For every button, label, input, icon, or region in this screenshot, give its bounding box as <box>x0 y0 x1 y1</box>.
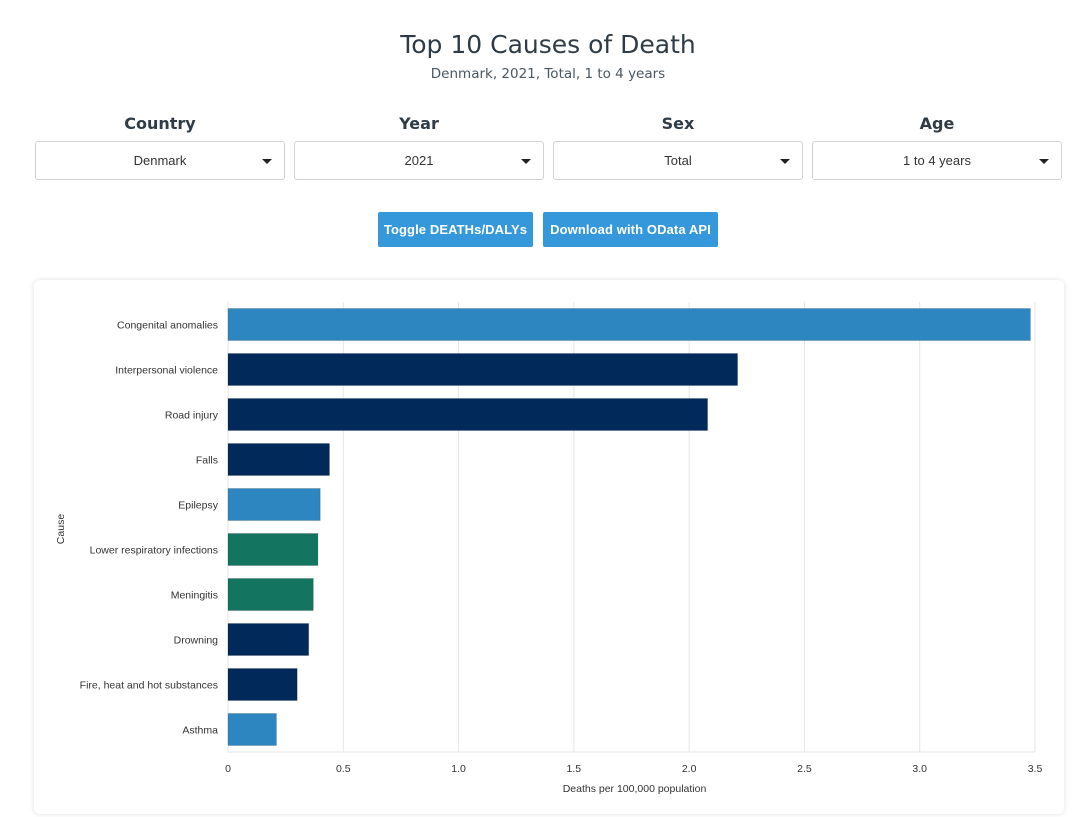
chevron-down-icon <box>521 159 531 164</box>
category-label: Meningitis <box>171 590 218 602</box>
bar-congenital-anomalies <box>227 308 1031 341</box>
year-filter-label: Year <box>399 114 439 133</box>
bar-falls <box>227 443 330 476</box>
x-tick-label: 0.5 <box>336 763 351 775</box>
chevron-down-icon <box>780 159 790 164</box>
sex-filter: Sex Total <box>553 114 803 180</box>
x-tick-label: 1.0 <box>451 763 466 775</box>
x-tick-label: 1.5 <box>567 763 582 775</box>
bar-road-injury <box>227 398 709 431</box>
category-label: Drowning <box>174 635 219 647</box>
page-subtitle: Denmark, 2021, Total, 1 to 4 years <box>430 66 666 82</box>
sex-select-value: Total <box>664 153 692 168</box>
bar-asthma <box>227 713 277 746</box>
x-tick-label: 0 <box>225 763 231 775</box>
country-select[interactable]: Denmark <box>35 141 285 180</box>
age-select[interactable]: 1 to 4 years <box>812 141 1062 180</box>
x-tick-label: 2.5 <box>797 763 812 775</box>
category-label: Lower respiratory infections <box>90 545 218 557</box>
bar-interpersonal-violence <box>227 353 739 386</box>
y-axis-title: Cause <box>55 514 67 545</box>
category-label: Congenital anomalies <box>117 320 218 332</box>
age-select-value: 1 to 4 years <box>903 153 971 168</box>
chevron-down-icon <box>262 159 272 164</box>
category-label: Fire, heat and hot substances <box>80 680 218 692</box>
category-label: Falls <box>196 455 218 467</box>
age-filter: Age 1 to 4 years <box>812 114 1062 180</box>
download-odata-button[interactable]: Download with OData API <box>543 212 718 247</box>
x-tick-label: 2.0 <box>682 763 697 775</box>
country-filter-label: Country <box>124 114 196 133</box>
bar-chart: 0 0.5 1.0 1.5 2.0 2.5 3.0 3.5 Congenital anomali… <box>55 302 1043 795</box>
year-select-value: 2021 <box>404 153 434 168</box>
bar-lower-respiratory-infections <box>227 533 319 566</box>
x-tick-label: 3.5 <box>1028 763 1043 775</box>
chevron-down-icon <box>1039 159 1049 164</box>
country-select-value: Denmark <box>133 153 187 168</box>
age-filter-label: Age <box>919 114 955 133</box>
bar-epilepsy <box>227 488 321 521</box>
category-label: Epilepsy <box>178 500 218 512</box>
country-filter: Country Denmark <box>35 114 285 180</box>
bar-drowning <box>227 623 310 656</box>
sex-filter-label: Sex <box>661 114 695 133</box>
toggle-deaths-dalys-button[interactable]: Toggle DEATHs/DALYs <box>378 212 533 247</box>
bar-fire-heat-and-hot-substances <box>227 668 298 701</box>
x-axis-title: Deaths per 100,000 population <box>563 783 707 795</box>
year-select[interactable]: 2021 <box>294 141 544 180</box>
page-title: Top 10 Causes of Death <box>400 30 696 59</box>
x-tick-label: 3.0 <box>912 763 927 775</box>
bar-meningitis <box>227 578 314 611</box>
year-filter: Year 2021 <box>294 114 544 180</box>
category-label: Road injury <box>165 410 219 422</box>
category-label: Interpersonal violence <box>115 365 218 377</box>
chart-card: 0 0.5 1.0 1.5 2.0 2.5 3.0 3.5 Congenital anomali… <box>34 280 1064 814</box>
category-label: Asthma <box>182 725 218 737</box>
sex-select[interactable]: Total <box>553 141 803 180</box>
